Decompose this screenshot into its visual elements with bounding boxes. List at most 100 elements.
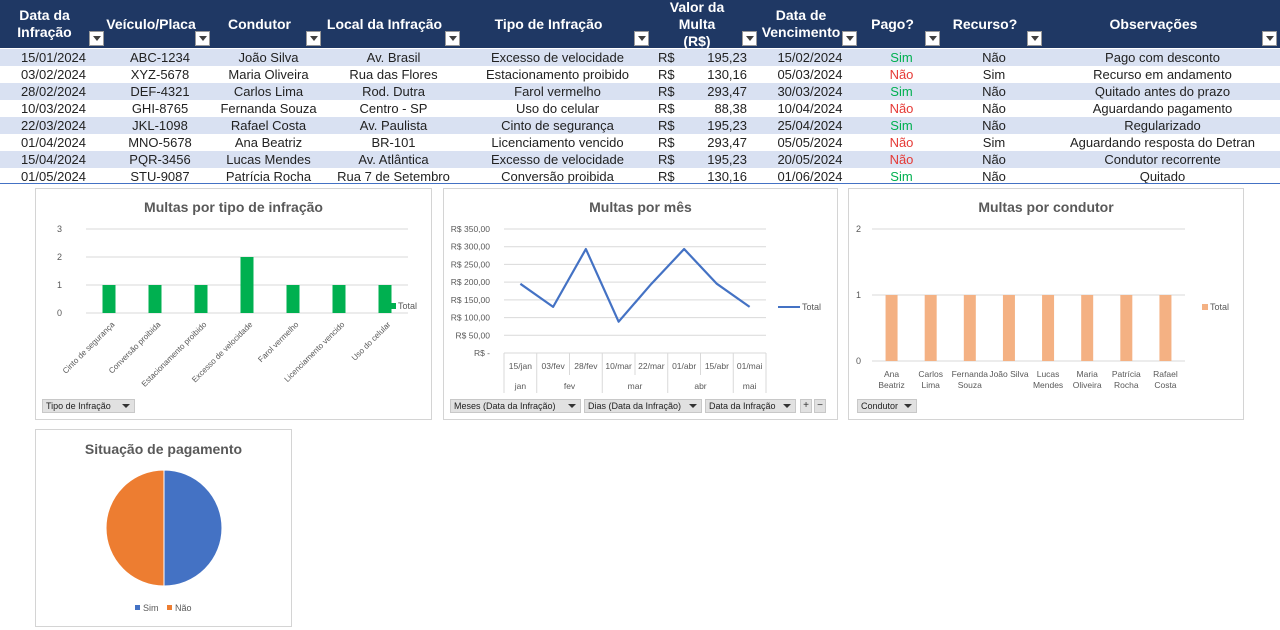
field-button-condutor[interactable]: Condutor [857, 399, 917, 413]
cell-tipo[interactable]: Cinto de segurança [501, 118, 614, 133]
cell-data[interactable]: 01/04/2024 [20, 135, 87, 150]
cell-data[interactable]: 22/03/2024 [20, 118, 87, 133]
cell-recurso[interactable]: Sim [982, 67, 1006, 82]
cell-valor[interactable]: 195,23 [707, 118, 747, 133]
cell-obs[interactable]: Pago com desconto [1105, 50, 1220, 65]
cell-condutor[interactable]: Patrícia Rocha [225, 169, 312, 184]
filter-button-condutor[interactable] [306, 31, 321, 46]
cell-valor[interactable]: 293,47 [707, 84, 747, 99]
chart-multas-por-mes[interactable]: Multas por mês R$ - R$ 50,00 R$ 100,00 R$ 1… [443, 188, 838, 420]
cell-pago[interactable]: Sim [890, 50, 913, 65]
table-row[interactable]: 22/03/2024 JKL-1098 Rafael Costa Av. Paulis… [0, 117, 1280, 134]
cell-recurso[interactable]: Não [982, 169, 1006, 184]
cell-valor[interactable]: 195,23 [707, 152, 747, 167]
cell-local[interactable]: Av. Atlântica [358, 152, 429, 167]
table-row[interactable]: 01/05/2024 STU-9087 Patrícia Rocha Rua 7 de… [0, 168, 1280, 185]
cell-valor[interactable]: 293,47 [707, 135, 747, 150]
cell-currency-symbol[interactable]: R$ [658, 118, 675, 133]
collapse-field-button[interactable]: − [814, 399, 826, 413]
cell-valor[interactable]: 130,16 [707, 67, 747, 82]
cell-condutor[interactable]: Ana Beatriz [234, 135, 303, 150]
cell-condutor[interactable]: Lucas Mendes [226, 152, 311, 167]
cell-recurso[interactable]: Não [982, 101, 1006, 116]
table-row[interactable]: 01/04/2024 MNO-5678 Ana Beatriz BR-101 Licen… [0, 134, 1280, 151]
cell-vencimento[interactable]: 05/05/2024 [777, 135, 843, 150]
cell-pago[interactable]: Sim [890, 169, 913, 184]
cell-obs[interactable]: Condutor recorrente [1104, 152, 1221, 167]
cell-vencimento[interactable]: 20/05/2024 [777, 152, 843, 167]
cell-condutor[interactable]: João Silva [238, 50, 299, 65]
cell-obs[interactable]: Aguardando pagamento [1092, 101, 1233, 116]
field-button-dias[interactable]: Dias (Data da Infração) [584, 399, 702, 413]
cell-tipo[interactable]: Farol vermelho [514, 84, 601, 99]
cell-currency-symbol[interactable]: R$ [658, 84, 675, 99]
cell-obs[interactable]: Quitado antes do prazo [1094, 84, 1231, 99]
cell-recurso[interactable]: Não [982, 152, 1006, 167]
cell-obs[interactable]: Regularizado [1124, 118, 1201, 133]
cell-valor[interactable]: 195,23 [707, 50, 747, 65]
cell-local[interactable]: Av. Paulista [359, 118, 428, 133]
expand-field-button[interactable]: + [800, 399, 812, 413]
cell-obs[interactable]: Quitado [1139, 169, 1186, 184]
chart-multas-por-condutor[interactable]: Multas por condutor 0 1 2 Ana Beatriz Carlos L… [848, 188, 1244, 420]
cell-vencimento[interactable]: 10/04/2024 [777, 101, 843, 116]
table-row[interactable]: 03/02/2024 XYZ-5678 Maria Oliveira Rua das … [0, 66, 1280, 83]
filter-button-recurso[interactable] [1027, 31, 1042, 46]
filter-button-data-vencimento[interactable] [842, 31, 857, 46]
cell-valor[interactable]: 88,38 [714, 101, 747, 116]
filter-button-pago[interactable] [925, 31, 940, 46]
cell-local[interactable]: Av. Brasil [366, 50, 421, 65]
cell-data[interactable]: 15/01/2024 [20, 50, 87, 65]
cell-currency-symbol[interactable]: R$ [658, 152, 675, 167]
table-row[interactable]: 10/03/2024 GHI-8765 Fernanda Souza Centro -… [0, 100, 1280, 117]
table-row[interactable]: 15/04/2024 PQR-3456 Lucas Mendes Av. Atlânt… [0, 151, 1280, 168]
cell-tipo[interactable]: Conversão proibida [501, 169, 614, 184]
cell-placa[interactable]: GHI-8765 [131, 101, 189, 116]
cell-obs[interactable]: Aguardando resposta do Detran [1069, 135, 1255, 150]
cell-vencimento[interactable]: 01/06/2024 [777, 169, 843, 184]
cell-placa[interactable]: JKL-1098 [132, 118, 188, 133]
cell-currency-symbol[interactable]: R$ [658, 50, 675, 65]
cell-local[interactable]: Centro - SP [359, 101, 428, 116]
cell-pago[interactable]: Sim [890, 118, 913, 133]
cell-placa[interactable]: MNO-5678 [128, 135, 192, 150]
chart-multas-por-tipo[interactable]: Multas por tipo de infração 0 1 2 3 Cinto de… [35, 188, 432, 420]
filter-button-tipo-infracao[interactable] [634, 31, 649, 46]
cell-obs[interactable]: Recurso em andamento [1093, 67, 1232, 82]
filter-button-local-infracao[interactable] [445, 31, 460, 46]
filter-button-valor-multa[interactable] [742, 31, 757, 46]
cell-local[interactable]: BR-101 [371, 135, 416, 150]
cell-vencimento[interactable]: 15/02/2024 [777, 50, 843, 65]
cell-placa[interactable]: PQR-3456 [129, 152, 191, 167]
cell-local[interactable]: Rua das Flores [349, 67, 438, 82]
cell-data[interactable]: 15/04/2024 [20, 152, 87, 167]
cell-placa[interactable]: STU-9087 [130, 169, 190, 184]
cell-pago[interactable]: Não [889, 135, 914, 150]
cell-valor[interactable]: 130,16 [707, 169, 747, 184]
cell-pago[interactable]: Não [889, 101, 914, 116]
cell-condutor[interactable]: Carlos Lima [233, 84, 304, 99]
cell-tipo[interactable]: Uso do celular [515, 101, 600, 116]
cell-vencimento[interactable]: 05/03/2024 [777, 67, 843, 82]
cell-recurso[interactable]: Sim [982, 135, 1006, 150]
cell-currency-symbol[interactable]: R$ [658, 169, 675, 184]
cell-recurso[interactable]: Não [982, 84, 1006, 99]
cell-condutor[interactable]: Maria Oliveira [228, 67, 309, 82]
field-button-meses[interactable]: Meses (Data da Infração) [450, 399, 581, 413]
cell-condutor[interactable]: Fernanda Souza [220, 101, 317, 116]
cell-recurso[interactable]: Não [982, 50, 1006, 65]
cell-placa[interactable]: DEF-4321 [130, 84, 190, 99]
cell-currency-symbol[interactable]: R$ [658, 101, 675, 116]
field-button-data[interactable]: Data da Infração [705, 399, 796, 413]
filter-button-veiculo-placa[interactable] [195, 31, 210, 46]
cell-pago[interactable]: Sim [890, 84, 913, 99]
cell-placa[interactable]: XYZ-5678 [130, 67, 190, 82]
table-row[interactable]: 15/01/2024 ABC-1234 João Silva Av. Brasil Ex… [0, 49, 1280, 66]
cell-pago[interactable]: Não [889, 152, 914, 167]
cell-tipo[interactable]: Licenciamento vencido [491, 135, 624, 150]
filter-button-data-infracao[interactable] [89, 31, 104, 46]
cell-local[interactable]: Rod. Dutra [362, 84, 425, 99]
cell-data[interactable]: 10/03/2024 [20, 101, 87, 116]
cell-currency-symbol[interactable]: R$ [658, 135, 675, 150]
cell-tipo[interactable]: Excesso de velocidade [491, 152, 624, 167]
